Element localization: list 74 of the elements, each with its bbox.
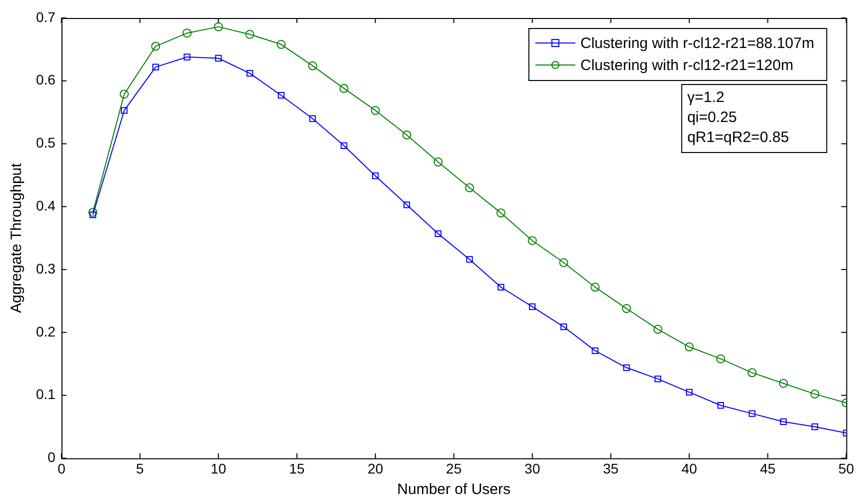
point xyxy=(465,183,474,192)
point xyxy=(215,54,222,62)
x-axis-title: Number of Users xyxy=(397,481,511,498)
point xyxy=(748,368,757,378)
x-tick-label: 5 xyxy=(136,460,144,476)
point xyxy=(748,410,756,417)
point xyxy=(528,303,536,310)
x-tick-label: 50 xyxy=(838,460,854,476)
point xyxy=(780,418,787,426)
y-tick-label: 0.7 xyxy=(36,8,56,25)
point xyxy=(120,107,128,114)
y-tick-label: 0 xyxy=(48,449,56,466)
annotation: γ=1.2 xyxy=(687,89,724,106)
point xyxy=(370,106,380,115)
y-tick-label: 0.5 xyxy=(36,134,56,151)
point xyxy=(528,236,537,246)
point xyxy=(811,423,818,430)
y-tick-label: 0.1 xyxy=(36,386,56,402)
point xyxy=(340,142,348,149)
point xyxy=(560,323,568,330)
y-tick-label: 0.3 xyxy=(36,260,56,276)
point xyxy=(276,40,286,49)
point xyxy=(717,402,724,409)
point xyxy=(120,90,129,99)
point xyxy=(496,208,506,218)
x-tick-label: 25 xyxy=(446,460,462,476)
point xyxy=(590,282,600,292)
point xyxy=(246,70,254,77)
point xyxy=(434,158,443,167)
point xyxy=(466,256,473,263)
point xyxy=(214,22,223,32)
legend-label: Clustering with r-cl12-r21=120m xyxy=(580,57,794,74)
point xyxy=(434,230,442,238)
annotation: qR1=qR2=0.85 xyxy=(687,129,789,146)
y-axis-title: Aggregate Throughput xyxy=(8,162,26,314)
point xyxy=(184,54,190,60)
point xyxy=(90,212,96,218)
point xyxy=(88,208,98,217)
x-tick-label: 40 xyxy=(681,460,698,476)
point xyxy=(182,28,192,38)
point xyxy=(622,304,631,314)
point xyxy=(623,364,630,371)
x-tick-label: 45 xyxy=(760,460,776,476)
point xyxy=(339,84,348,93)
point xyxy=(403,201,410,208)
y-tick-label: 0.4 xyxy=(36,198,56,214)
point xyxy=(559,258,568,268)
x-tick-label: 0 xyxy=(58,460,66,476)
point xyxy=(152,64,159,70)
y-tick-label: 0.2 xyxy=(36,323,56,340)
point xyxy=(778,378,788,388)
point xyxy=(498,284,504,290)
point xyxy=(686,388,693,396)
x-tick-label: 30 xyxy=(524,460,540,476)
point xyxy=(151,42,160,51)
point xyxy=(810,390,820,399)
x-tick-label: 15 xyxy=(289,460,305,476)
y-tick-label: 0.6 xyxy=(36,72,56,88)
x-tick-label: 35 xyxy=(603,460,619,476)
point xyxy=(654,376,662,382)
x-tick-label: 20 xyxy=(368,460,384,476)
point xyxy=(245,30,254,39)
point xyxy=(592,347,598,354)
point xyxy=(372,172,379,180)
x-tick-label: 10 xyxy=(210,460,226,476)
point xyxy=(278,92,285,99)
point xyxy=(309,115,316,122)
legend-label: Clustering with r-cl12-r21=88.107m xyxy=(580,35,814,52)
annotation: qi=0.25 xyxy=(687,109,737,126)
point xyxy=(653,324,662,334)
point xyxy=(308,61,318,70)
point xyxy=(716,354,726,364)
point xyxy=(402,130,412,140)
point xyxy=(684,342,694,352)
